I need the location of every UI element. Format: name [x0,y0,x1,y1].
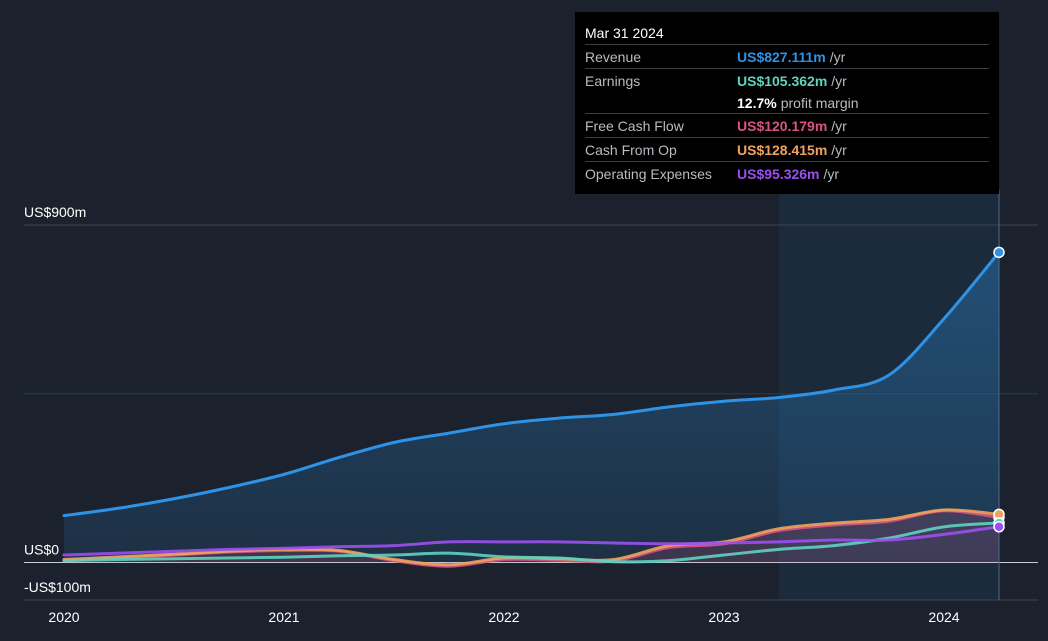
y-tick-label: US$0 [24,542,59,558]
tooltip-label: Free Cash Flow [585,117,684,134]
tooltip-value: US$95.326m [737,165,820,182]
tooltip-label: Earnings [585,72,641,89]
x-tick-label: 2022 [488,609,519,625]
tooltip-label: Operating Expenses [585,165,712,182]
tooltip-row-revenue: Revenue US$827.111m /yr [585,44,989,68]
tooltip-value: 12.7% [737,94,777,111]
x-tick-label: 2023 [708,609,739,625]
tooltip-row-free-cash-flow: Free Cash Flow US$120.179m /yr [585,113,989,137]
point-revenue [993,246,1005,259]
x-tick-label: 2021 [268,609,299,625]
data-tooltip: Mar 31 2024 Revenue US$827.111m /yr Earn… [575,12,999,194]
tooltip-date: Mar 31 2024 [585,25,664,41]
tooltip-unit: profit margin [780,94,859,111]
y-axis-labels: US$900m US$0 -US$100m [24,204,91,595]
tooltip-unit: /yr [831,72,847,89]
tooltip-unit: /yr [823,165,840,182]
x-tick-label: 2024 [928,609,959,625]
line-operating_expenses [62,525,1001,557]
tooltip-row-earnings: Earnings US$105.362m /yr [585,68,989,92]
series-end-points [993,246,1005,533]
tooltip-value: US$120.179m [737,117,828,134]
x-axis-labels: 2020 2021 2022 2023 2024 [48,609,959,625]
tooltip-unit: /yr [831,141,847,158]
tooltip-row-cash-from-op: Cash From Op US$128.415m /yr [585,137,989,161]
line-revenue [62,250,1001,518]
tooltip-label: Cash From Op [585,141,677,158]
series-lines [62,250,1001,568]
y-tick-label: US$900m [24,204,86,220]
tooltip-row-operating-expenses: Operating Expenses US$95.326m /yr [585,161,989,185]
line-earnings [62,521,1001,564]
tooltip-label: Revenue [585,48,642,65]
tooltip-unit: /yr [829,48,846,65]
x-tick-label: 2020 [48,609,79,625]
tooltip-row-profit-margin: 12.7% profit margin [585,92,989,113]
area-revenue [64,252,999,563]
series-areas [64,252,999,567]
tooltip-unit: /yr [831,117,847,134]
tooltip-value: US$128.415m [737,141,828,158]
tooltip-value: US$827.111m [737,48,826,65]
point-operating_expenses [993,521,1005,533]
tooltip-value: US$105.362m [737,72,828,89]
area-free_cash_flow [64,510,999,567]
y-tick-label: -US$100m [24,579,91,595]
